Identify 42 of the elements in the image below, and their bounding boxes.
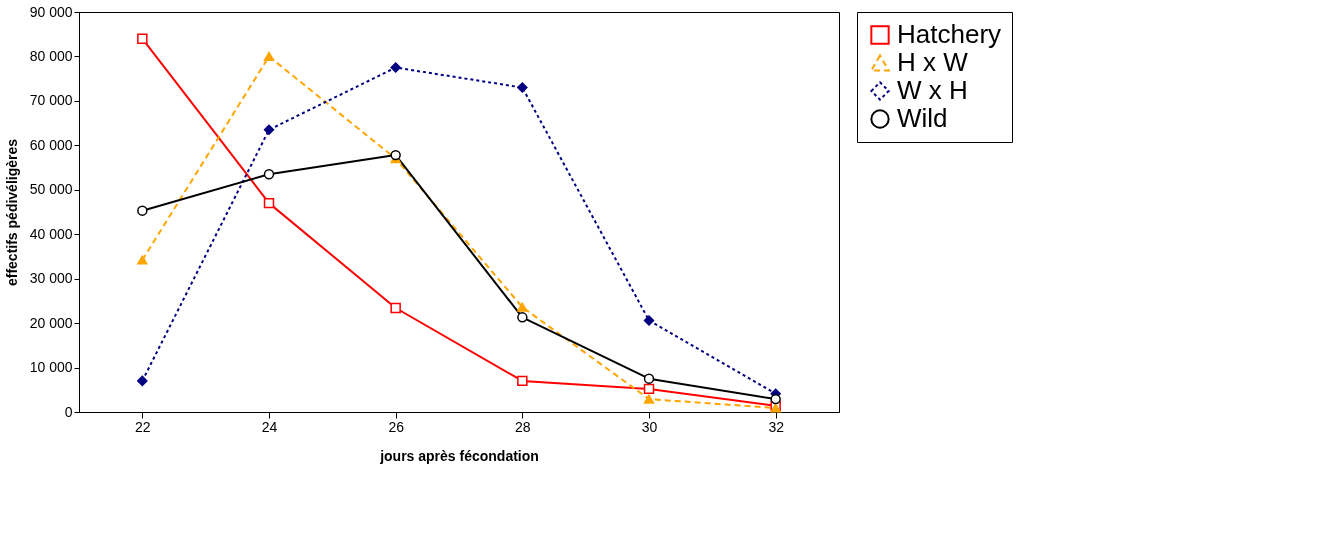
y-tick-label: 10 000 — [29, 359, 73, 376]
x-tick-label: 22 — [135, 418, 151, 435]
legend-label: W x H — [897, 75, 968, 105]
point — [643, 383, 655, 395]
y-tick-label: 80 000 — [29, 47, 73, 64]
y-tick-label: 70 000 — [29, 92, 73, 109]
y-tick-label: 30 000 — [29, 270, 73, 287]
point — [643, 315, 655, 326]
y-tick-label: 50 000 — [29, 181, 73, 198]
point — [390, 62, 401, 73]
point — [263, 124, 275, 135]
x-tick-label: 32 — [768, 418, 785, 435]
x-tick-label: 26 — [388, 418, 405, 435]
point — [137, 255, 148, 265]
x-tick-label: 28 — [515, 418, 531, 435]
x-tick-label: 30 — [641, 418, 658, 435]
point — [517, 302, 528, 312]
point — [263, 197, 275, 209]
y-axis-title: effectifs pédivéligères — [3, 138, 20, 287]
point — [643, 373, 655, 384]
y-tick-label: 40 000 — [29, 225, 73, 242]
point — [263, 51, 275, 62]
point — [517, 312, 528, 323]
point — [137, 375, 148, 387]
point — [643, 394, 655, 404]
y-tick-label: 0 — [64, 403, 73, 420]
point — [390, 302, 401, 314]
y-tick-label: 60 000 — [29, 136, 73, 153]
point — [517, 82, 528, 93]
point — [390, 149, 401, 161]
legend-label: H x W — [897, 47, 969, 77]
point — [137, 33, 148, 44]
x-tick-label: 24 — [261, 418, 278, 435]
y-tick-label: 90 000 — [29, 3, 73, 20]
point — [517, 375, 528, 387]
y-tick-label: 20 000 — [29, 314, 73, 331]
point — [263, 169, 275, 180]
legend-label: Hatchery — [897, 19, 1002, 49]
x-axis-title: jours après fécondation — [379, 447, 539, 464]
point — [137, 205, 148, 216]
point — [770, 393, 781, 405]
legend-label: Wild — [897, 103, 948, 133]
